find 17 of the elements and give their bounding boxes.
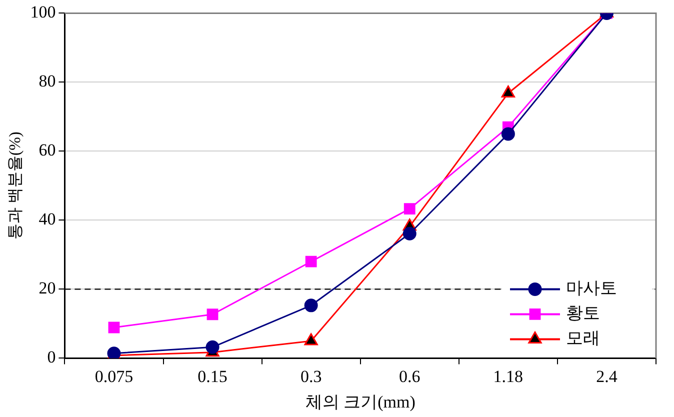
legend-label: 황토: [566, 304, 600, 323]
x-tick-label: 0.15: [198, 366, 228, 386]
x-tick-label: 0.075: [94, 366, 134, 386]
y-tick-label: 100: [30, 2, 56, 22]
x-tick-label: 1.18: [493, 366, 524, 386]
x-tick-label: 0.6: [399, 366, 420, 386]
y-axis-title: 통과 백분율(%): [6, 132, 24, 240]
y-tick-label: 20: [38, 278, 56, 298]
y-tick-label: 40: [38, 210, 56, 229]
x-axis-title: 체의 크기(mm): [305, 392, 416, 412]
y-tick-label: 0: [47, 348, 56, 367]
legend-label: 모래: [566, 328, 600, 348]
legend-label: 마사토: [566, 278, 617, 298]
y-tick-label: 80: [38, 72, 56, 91]
x-tick-label: 0.3: [300, 366, 322, 386]
y-tick-label: 60: [38, 140, 56, 160]
x-tick-label: 2.4: [596, 366, 618, 386]
